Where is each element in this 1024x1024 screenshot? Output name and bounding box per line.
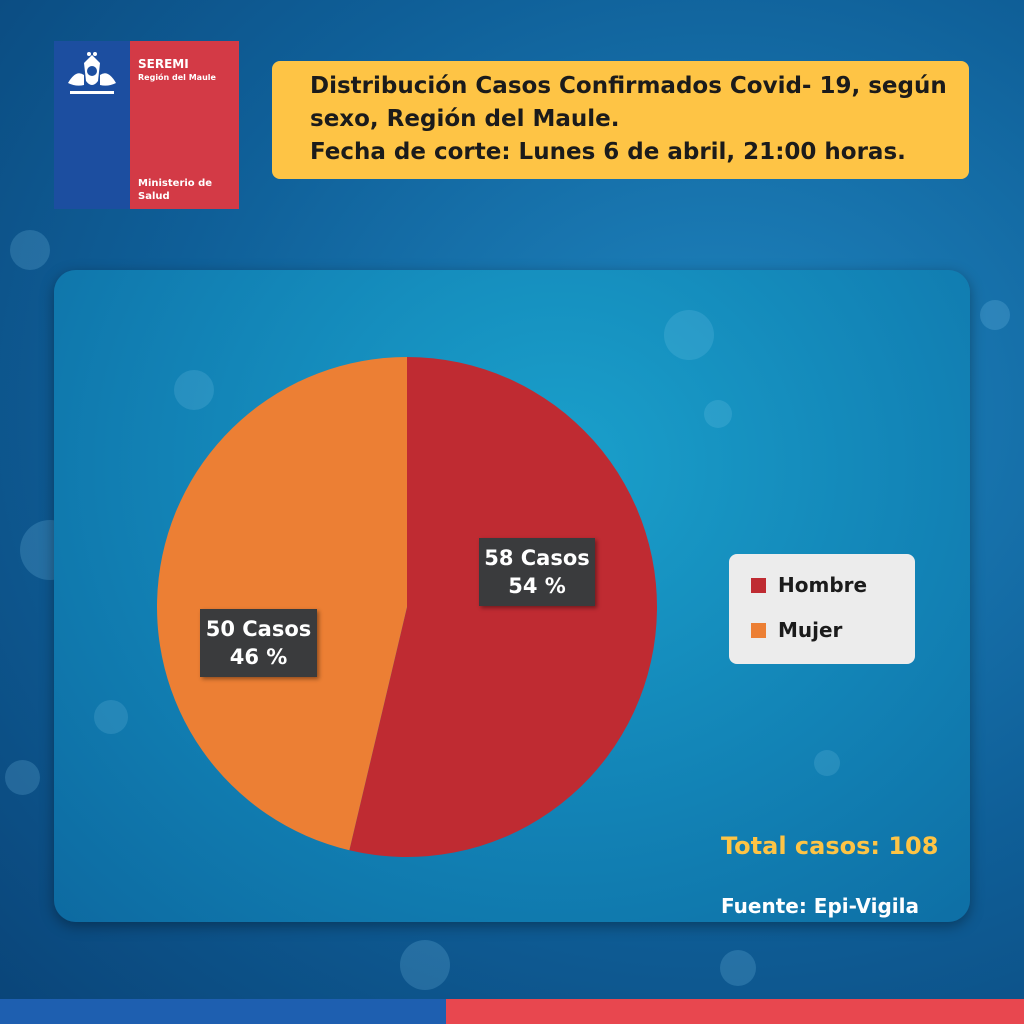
logo-ministry-text: Ministerio de Salud [138,178,213,202]
slice-label-mujer-cases: 50 Casos [205,617,312,641]
legend-item-mujer: Mujer [751,618,842,642]
logo-red-band: SEREMI Región del Maule Ministerio de Sa… [130,41,239,209]
total-cases-label: Total casos: 108 [721,832,939,860]
legend-swatch-hombre [751,577,766,593]
legend-label-hombre: Hombre [778,573,868,597]
chart-panel: 58 Casos 54 % 50 Casos 46 % Hombre Mujer… [54,270,970,922]
pie-chart [157,357,658,858]
slice-label-hombre-percent: 54 % [508,574,566,598]
bokeh-decoration [400,940,450,990]
bokeh-decoration [980,300,1010,330]
legend-swatch-mujer [751,622,766,638]
coat-of-arms-icon [68,52,116,94]
chart-title-box: Distribución Casos Confirmados Covid- 19… [272,61,969,179]
bokeh-decoration [10,230,50,270]
bokeh-decoration [720,950,756,986]
chart-legend: Hombre Mujer [729,554,915,664]
logo-blue-band [54,41,130,209]
title-line-2: sexo, Región del Maule. [310,106,620,132]
bokeh-decoration [814,750,840,776]
logo-region-text: Región del Maule [138,73,216,82]
footer-bar-red [446,999,1024,1024]
title-line-1: Distribución Casos Confirmados Covid- 19… [310,73,947,99]
source-label: Fuente: Epi-Vigila [721,894,919,918]
title-line-3: Fecha de corte: Lunes 6 de abril, 21:00 … [310,139,906,165]
bokeh-decoration [94,700,128,734]
legend-label-mujer: Mujer [778,618,843,642]
bokeh-decoration [5,760,40,795]
bokeh-decoration [664,310,714,360]
seremi-logo: SEREMI Región del Maule Ministerio de Sa… [54,41,239,209]
legend-item-hombre: Hombre [751,573,867,597]
slice-label-mujer-percent: 46 % [229,645,288,669]
footer-bar-blue [0,999,446,1024]
slice-label-mujer: 50 Casos 46 % [200,609,317,677]
slice-label-hombre-cases: 58 Casos [484,546,590,570]
bokeh-decoration [174,370,214,410]
logo-seremi-text: SEREMI [138,57,189,71]
pie-slice-hombre [349,357,658,858]
slice-label-hombre: 58 Casos 54 % [479,538,595,606]
pie-slice-mujer [157,357,407,851]
bokeh-decoration [704,400,732,428]
